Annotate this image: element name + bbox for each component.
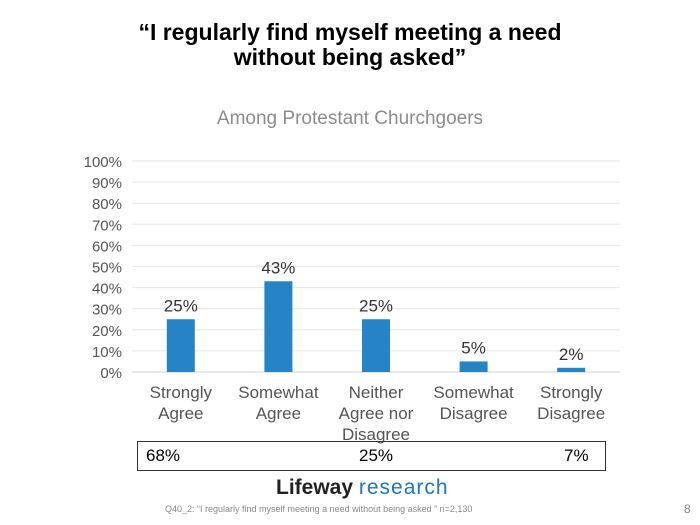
summary-agree: 68%	[146, 446, 181, 465]
y-tick-label: 70%	[92, 217, 122, 234]
logo-word-lifeway: Lifeway	[276, 476, 354, 499]
footnote: Q40_2: “I regularly find myself meeting …	[165, 504, 473, 514]
y-tick-label: 30%	[92, 302, 122, 319]
bar	[166, 319, 195, 372]
bar	[459, 361, 488, 372]
summary-box: 68% 25% 7%	[137, 441, 606, 471]
x-tick-label: Neither	[349, 383, 404, 402]
y-tick-label: 50%	[92, 260, 122, 277]
x-tick-label: Strongly	[540, 383, 603, 402]
title-line-2: without being asked”	[233, 44, 467, 70]
lifeway-research-logo: Lifeway research	[276, 476, 449, 500]
bar	[557, 367, 586, 372]
y-tick-label: 40%	[92, 281, 122, 298]
y-tick-label: 100%	[84, 154, 122, 171]
x-tick-label: Somewhat	[238, 383, 319, 402]
x-tick-label: Disagree	[342, 425, 410, 444]
bar	[362, 319, 390, 372]
bar-chart: 0% 10% 20% 30% 40% 50% 60% 70% 80% 90% 100% 25% Stro…	[84, 154, 620, 444]
data-label: 2%	[559, 345, 584, 364]
data-label: 5%	[461, 338, 486, 357]
title-line-1: “I regularly find myself meeting a need	[138, 19, 562, 45]
chart-title: Among Protestant Churchgoers	[216, 108, 484, 129]
logo-word-research: research	[358, 476, 449, 499]
summary-disagree: 7%	[564, 446, 589, 465]
page-number: 8	[684, 502, 691, 516]
bar	[264, 281, 293, 372]
data-label: 43%	[261, 258, 295, 277]
x-tick-label: Agree nor	[339, 404, 414, 423]
y-tick-label: 60%	[92, 238, 122, 255]
x-tick-label: Agree	[256, 404, 301, 423]
x-tick-label: Strongly	[150, 383, 213, 402]
x-tick-label: Disagree	[440, 404, 508, 423]
y-tick-label: 0%	[100, 365, 122, 382]
y-tick-label: 90%	[92, 175, 122, 192]
data-label: 25%	[164, 296, 198, 315]
slide-title: “I regularly find myself meeting a need …	[0, 20, 700, 70]
y-tick-label: 80%	[92, 196, 122, 213]
x-tick-label: Disagree	[537, 404, 605, 423]
data-label: 25%	[359, 296, 393, 315]
x-tick-label: Somewhat	[433, 383, 514, 402]
y-tick-label: 10%	[92, 344, 122, 361]
summary-neither: 25%	[359, 446, 394, 465]
x-tick-label: Agree	[158, 404, 203, 423]
y-tick-label: 20%	[92, 323, 122, 340]
